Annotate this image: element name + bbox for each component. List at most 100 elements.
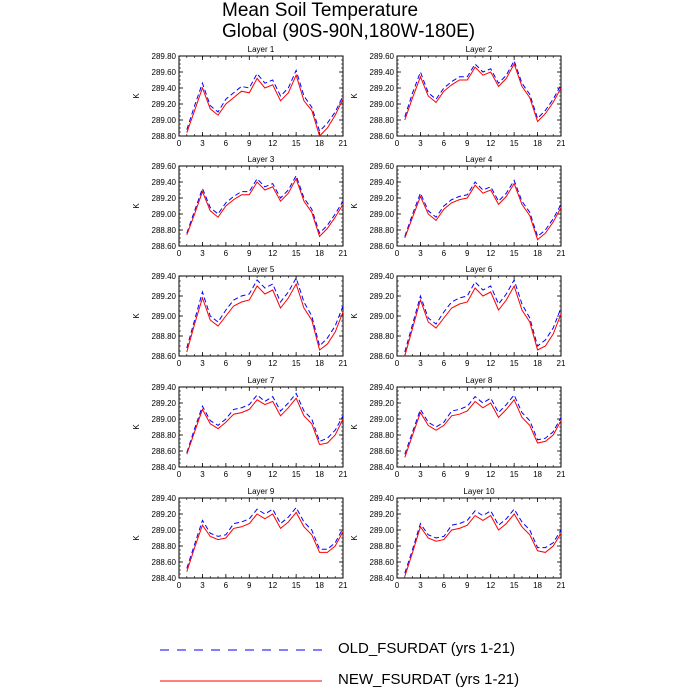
x-tick-label: 15 <box>510 581 519 590</box>
series-new-line <box>404 398 562 458</box>
series-new-line <box>186 73 344 137</box>
x-tick-label: 18 <box>533 581 542 590</box>
x-tick-label: 3 <box>200 581 205 590</box>
x-tick-label: 3 <box>418 249 423 258</box>
y-tick-label: 289.20 <box>370 84 395 93</box>
x-tick-label: 12 <box>486 249 495 258</box>
series-new-line <box>186 177 344 238</box>
x-tick-label: 9 <box>465 470 470 479</box>
x-tick-label: 6 <box>442 249 447 258</box>
chart-panel: Layer 7 0 3 6 9 12 15 18 21 288.40 288.60 288.80 289… <box>132 376 348 479</box>
series-old-line <box>186 392 344 453</box>
x-tick-label: 21 <box>557 139 566 148</box>
x-tick-label: 18 <box>533 359 542 368</box>
panel-title: Layer 1 <box>248 45 275 54</box>
x-tick-label: 0 <box>177 139 182 148</box>
y-tick-label: 288.60 <box>152 558 177 567</box>
x-tick-label: 9 <box>247 249 252 258</box>
x-tick-label: 3 <box>418 470 423 479</box>
y-tick-label: 289.40 <box>152 272 177 281</box>
x-tick-label: 12 <box>268 359 277 368</box>
x-tick-label: 0 <box>395 249 400 258</box>
y-axis-label: K <box>132 313 141 319</box>
x-tick-label: 18 <box>315 359 324 368</box>
x-tick-label: 3 <box>418 139 423 148</box>
y-tick-label: 288.60 <box>370 447 395 456</box>
y-tick-label: 289.00 <box>152 210 177 219</box>
series-old-line <box>186 276 344 349</box>
series-old-line <box>186 68 344 133</box>
y-tick-label: 288.80 <box>152 431 177 440</box>
x-tick-label: 12 <box>268 249 277 258</box>
x-tick-label: 15 <box>292 470 301 479</box>
figure-title: Mean Soil Temperature <box>222 0 419 21</box>
x-tick-label: 15 <box>510 139 519 148</box>
x-tick-label: 12 <box>486 359 495 368</box>
legend-new-label: NEW_FSURDAT (yrs 1-21) <box>338 671 520 688</box>
x-tick-label: 6 <box>442 139 447 148</box>
y-tick-label: 288.80 <box>370 116 395 125</box>
x-tick-label: 0 <box>395 359 400 368</box>
x-tick-label: 21 <box>339 139 348 148</box>
y-axis-label: K <box>132 424 141 430</box>
x-tick-label: 3 <box>418 581 423 590</box>
y-axis-label: K <box>132 203 141 209</box>
y-tick-label: 288.60 <box>370 558 395 567</box>
y-tick-label: 289.60 <box>152 68 177 77</box>
x-tick-label: 12 <box>486 470 495 479</box>
series-old-line <box>404 59 562 120</box>
y-tick-label: 289.40 <box>152 84 177 93</box>
chart-panel: Layer 5 0 3 6 9 12 15 18 21 288.60 288.80 289.00 289… <box>132 265 348 368</box>
panel-title: Layer 3 <box>248 155 275 164</box>
series-new-line <box>186 397 344 455</box>
panel-title: Layer 9 <box>248 487 275 496</box>
y-tick-label: 289.20 <box>370 399 395 408</box>
x-tick-label: 3 <box>200 139 205 148</box>
y-tick-label: 289.20 <box>370 510 395 519</box>
y-tick-label: 289.40 <box>370 68 395 77</box>
x-tick-label: 18 <box>315 139 324 148</box>
y-tick-label: 289.40 <box>152 494 177 503</box>
x-tick-label: 18 <box>315 249 324 258</box>
x-tick-label: 0 <box>395 139 400 148</box>
x-tick-label: 21 <box>339 470 348 479</box>
chart-panel: Layer 10 0 3 6 9 12 15 18 21 288.40 288.60 288.80 28… <box>350 487 566 590</box>
x-tick-label: 6 <box>442 470 447 479</box>
x-tick-label: 9 <box>247 581 252 590</box>
x-tick-label: 21 <box>339 581 348 590</box>
plot-frame <box>396 497 562 579</box>
y-tick-label: 289.00 <box>370 100 395 109</box>
x-tick-label: 9 <box>465 581 470 590</box>
x-tick-label: 6 <box>442 581 447 590</box>
y-tick-label: 289.60 <box>370 52 395 61</box>
x-tick-label: 3 <box>200 249 205 258</box>
x-tick-label: 9 <box>465 359 470 368</box>
series-old-line <box>186 506 344 569</box>
x-tick-label: 9 <box>465 249 470 258</box>
y-axis-label: K <box>350 93 359 99</box>
y-tick-label: 288.60 <box>370 132 395 141</box>
series-old-line <box>404 179 562 238</box>
x-tick-label: 6 <box>224 139 229 148</box>
y-tick-label: 289.20 <box>152 399 177 408</box>
x-tick-label: 18 <box>315 470 324 479</box>
x-tick-label: 15 <box>510 470 519 479</box>
x-tick-label: 12 <box>268 139 277 148</box>
chart-panel: Layer 6 0 3 6 9 12 15 18 21 288.60 288.80 289.00 289… <box>350 265 566 368</box>
series-old-line <box>404 508 562 574</box>
y-tick-label: 289.00 <box>152 415 177 424</box>
x-tick-label: 15 <box>292 581 301 590</box>
panel-title: Layer 7 <box>248 376 275 385</box>
y-axis-label: K <box>350 535 359 541</box>
x-tick-label: 12 <box>486 139 495 148</box>
y-tick-label: 289.20 <box>152 292 177 301</box>
y-tick-label: 289.60 <box>152 162 177 171</box>
x-tick-label: 9 <box>465 139 470 148</box>
y-tick-label: 288.80 <box>370 332 395 341</box>
legend-old-label: OLD_FSURDAT (yrs 1-21) <box>338 640 515 657</box>
y-tick-label: 288.60 <box>152 242 177 251</box>
x-tick-label: 21 <box>339 359 348 368</box>
x-tick-label: 0 <box>177 249 182 258</box>
x-tick-label: 6 <box>224 359 229 368</box>
x-tick-label: 9 <box>247 359 252 368</box>
